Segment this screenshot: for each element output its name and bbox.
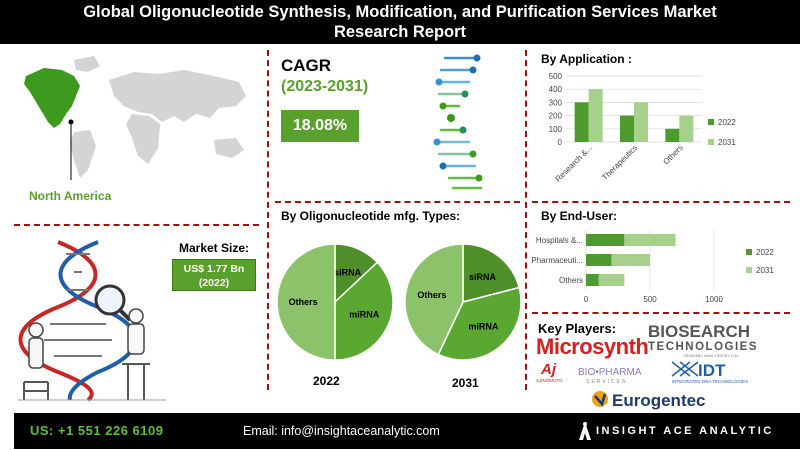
title-line-2: Research Report bbox=[333, 23, 467, 41]
y-tick-label: 400 bbox=[549, 85, 563, 94]
bar-2022-1 bbox=[620, 115, 634, 142]
pie-slice-others bbox=[276, 243, 336, 361]
ajinomoto-logo: AJINOMOTO bbox=[536, 378, 563, 383]
bar-2031-0 bbox=[624, 234, 676, 246]
pie-slice-sirna bbox=[462, 243, 521, 303]
dna-helix-illustration bbox=[433, 54, 483, 190]
footer-email: Email: info@insightaceanalytic.com bbox=[227, 413, 800, 449]
x-tick-label: Others bbox=[661, 143, 684, 166]
eurogentec-logo-mark bbox=[592, 391, 608, 407]
cagr-title: CAGR bbox=[281, 56, 332, 75]
biopharma-logo-line2: SERVICES bbox=[586, 379, 627, 385]
bar-2031-1 bbox=[611, 254, 650, 266]
legend-swatch-2022 bbox=[746, 249, 752, 255]
legend-swatch-2022 bbox=[708, 119, 714, 125]
x-tick-label: Research &... bbox=[553, 143, 594, 184]
pie-label-sirna: siRNA bbox=[469, 272, 497, 282]
world-map bbox=[24, 56, 246, 180]
microsynth-logo: Microsynth bbox=[536, 334, 648, 359]
y-tick-label: Pharmaceuti... bbox=[532, 256, 583, 265]
bar-2022-2 bbox=[665, 128, 680, 142]
bar-2031-2 bbox=[679, 115, 694, 142]
bar-2022-0 bbox=[586, 234, 625, 246]
y-tick-label: 500 bbox=[549, 72, 563, 81]
bar-2022-2 bbox=[586, 274, 599, 286]
legend-swatch-2031 bbox=[746, 267, 752, 273]
key-players-title: Key Players: bbox=[538, 321, 617, 336]
key-players-logos: Microsynth BIOSEARCH TECHNOLOGIES GENOMI… bbox=[536, 322, 758, 410]
legend-swatch-2031 bbox=[708, 139, 714, 145]
cagr-years: (2023-2031) bbox=[281, 78, 369, 95]
y-tick-label: 100 bbox=[549, 125, 563, 134]
eurogentec-logo: Eurogentec bbox=[612, 391, 706, 410]
legend-label-2031: 2031 bbox=[756, 266, 774, 275]
y-tick-label: Hospitals &... bbox=[536, 236, 583, 245]
region-label: North America bbox=[29, 189, 112, 203]
cagr-value: 18.08% bbox=[281, 110, 359, 142]
pie-label-mirna: miRNA bbox=[349, 310, 380, 320]
pie-slice-mirna bbox=[437, 286, 522, 361]
pie-year-2031: 2031 bbox=[452, 376, 479, 390]
biopharma-logo-line1: BIO•PHARMA bbox=[578, 367, 642, 378]
pie-label-mirna: miRNA bbox=[468, 322, 499, 332]
bar-2031-0 bbox=[588, 89, 603, 142]
end-user-chart-title: By End-User: bbox=[541, 209, 618, 223]
pie-slice-mirna bbox=[334, 261, 394, 361]
x-tick-label: Therapeutics bbox=[600, 143, 639, 182]
idt-logo: IDT bbox=[698, 361, 726, 380]
market-size-value: US$ 1.77 Bn bbox=[183, 263, 245, 275]
y-tick-label: 300 bbox=[549, 98, 563, 107]
y-tick-label: 0 bbox=[558, 138, 563, 147]
footer-phone: US: +1 551 226 6109 bbox=[14, 413, 227, 449]
legend-label-2022: 2022 bbox=[756, 248, 774, 257]
brand-logo-icon bbox=[579, 422, 591, 440]
divider-center-mid bbox=[275, 201, 520, 203]
divider-left bbox=[267, 50, 269, 390]
application-chart-title: By Application : bbox=[541, 52, 632, 66]
biosearch-logo-tagline: GENOMIC ANALYSIS BY LGC bbox=[684, 353, 739, 358]
divider-right bbox=[525, 50, 527, 390]
biosearch-logo-line2: TECHNOLOGIES bbox=[648, 341, 758, 353]
report-title: Global Oligonucleotide Synthesis, Modifi… bbox=[0, 0, 800, 44]
end-user-bar-chart: 0 500 1000 Hospitals &... Pharmaceuti... Othe… bbox=[532, 230, 774, 304]
divider-left-mid bbox=[14, 224, 259, 226]
divider-right-mid bbox=[532, 201, 790, 203]
bar-2031-2 bbox=[598, 274, 625, 286]
pie-chart-2022: siRNA miRNA Others bbox=[276, 243, 394, 361]
market-size-box: US$ 1.77 Bn (2022) bbox=[172, 259, 256, 291]
pies-title: By Oligonucleotide mfg. Types: bbox=[281, 209, 461, 223]
bar-2031-1 bbox=[634, 102, 648, 142]
x-tick-label: 0 bbox=[584, 295, 589, 304]
legend-label-2022: 2022 bbox=[718, 118, 736, 127]
y-tick-label: 200 bbox=[549, 112, 563, 121]
pie-chart-2031: siRNA miRNA Others bbox=[404, 243, 522, 361]
x-tick-label: 1000 bbox=[705, 295, 723, 304]
bar-2022-1 bbox=[586, 254, 612, 266]
y-tick-label: Others bbox=[559, 276, 583, 285]
x-tick-label: 500 bbox=[643, 295, 657, 304]
idt-logo-mark bbox=[671, 361, 699, 377]
pie-year-2022: 2022 bbox=[313, 374, 340, 388]
market-size-label: Market Size: bbox=[178, 241, 250, 255]
application-bar-chart: 0 100 200 300 400 500 Research &... Therapeutic… bbox=[549, 72, 737, 184]
biosearch-logo-line1: BIOSEARCH bbox=[648, 322, 750, 341]
pie-label-sirna: siRNA bbox=[334, 268, 362, 278]
pie-label-others: Others bbox=[417, 290, 446, 300]
market-size-year: (2022) bbox=[198, 277, 230, 289]
north-america-shape bbox=[24, 68, 80, 128]
pie-label-others: Others bbox=[289, 297, 318, 307]
divider-right-low bbox=[532, 312, 790, 314]
dna-scientist-illustration bbox=[18, 240, 166, 402]
svg-text:Aj: Aj bbox=[540, 361, 557, 378]
pie-slice-others bbox=[404, 243, 464, 356]
legend-label-2031: 2031 bbox=[718, 138, 736, 147]
bar-2022-0 bbox=[574, 102, 589, 142]
footer-brand: INSIGHT ACE ANALYTIC bbox=[596, 425, 774, 437]
idt-logo-tagline: INTEGRATED DNA TECHNOLOGIES bbox=[672, 379, 748, 384]
title-line-1: Global Oligonucleotide Synthesis, Modifi… bbox=[83, 3, 717, 21]
